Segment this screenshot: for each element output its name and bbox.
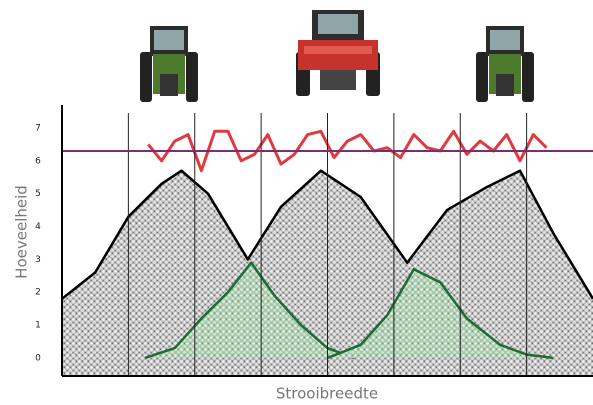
page: {"chart_data": { "type": "area", "x_labe… <box>0 0 593 405</box>
y-tick-label: 2 <box>35 288 41 298</box>
x-axis-title: Strooibreedte <box>276 385 378 403</box>
y-tick-label: 6 <box>35 156 41 166</box>
y-tick-label: 3 <box>35 255 41 265</box>
chart: Hoeveelheid Strooibreedte 0 1 2 3 4 5 6 7 <box>0 0 593 405</box>
tractor-icon <box>476 26 534 102</box>
tractor-icon <box>140 26 198 102</box>
y-tick-label: 4 <box>35 222 41 232</box>
y-tick-label: 5 <box>35 189 41 199</box>
y-tick-label: 1 <box>35 321 41 331</box>
y-axis-title: Hoeveelheid <box>13 185 31 279</box>
tractor-icon <box>296 10 380 96</box>
y-tick-label: 7 <box>35 123 41 133</box>
y-tick-label: 0 <box>35 353 41 363</box>
